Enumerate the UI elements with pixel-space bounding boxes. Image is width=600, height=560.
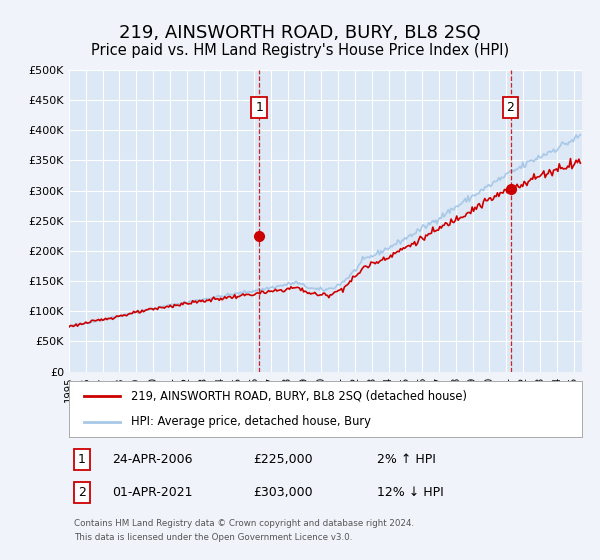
Text: HPI: Average price, detached house, Bury: HPI: Average price, detached house, Bury [131,415,370,428]
Text: 1: 1 [255,101,263,114]
Text: This data is licensed under the Open Government Licence v3.0.: This data is licensed under the Open Gov… [74,533,353,542]
Text: 219, AINSWORTH ROAD, BURY, BL8 2SQ: 219, AINSWORTH ROAD, BURY, BL8 2SQ [119,24,481,42]
Text: Price paid vs. HM Land Registry's House Price Index (HPI): Price paid vs. HM Land Registry's House … [91,43,509,58]
Text: 12% ↓ HPI: 12% ↓ HPI [377,486,443,500]
Text: £225,000: £225,000 [254,452,313,465]
Text: 2: 2 [78,486,86,500]
Text: 2: 2 [506,101,514,114]
Text: 1: 1 [78,452,86,465]
Text: 24-APR-2006: 24-APR-2006 [113,452,193,465]
Text: Contains HM Land Registry data © Crown copyright and database right 2024.: Contains HM Land Registry data © Crown c… [74,519,414,528]
Text: £303,000: £303,000 [254,486,313,500]
Text: 219, AINSWORTH ROAD, BURY, BL8 2SQ (detached house): 219, AINSWORTH ROAD, BURY, BL8 2SQ (deta… [131,389,467,402]
Text: 2% ↑ HPI: 2% ↑ HPI [377,452,436,465]
Text: 01-APR-2021: 01-APR-2021 [113,486,193,500]
